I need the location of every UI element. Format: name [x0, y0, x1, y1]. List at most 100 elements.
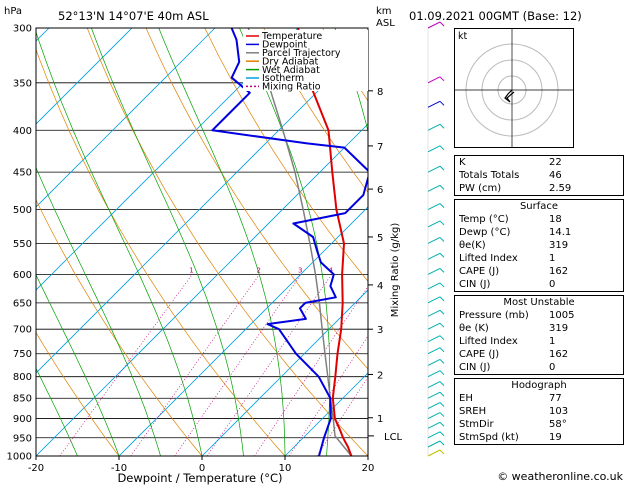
wind-barb [427, 347, 441, 355]
pressure-tick-label: 800 [13, 372, 32, 383]
wind-barb-flag [439, 449, 445, 455]
mixing-ratio-label: 6 [373, 266, 378, 274]
wind-barb-flag [439, 309, 445, 315]
wind-barb [427, 123, 441, 131]
wind-barb-flag [439, 123, 445, 129]
wind-barb-flag [439, 76, 445, 82]
dry-adiabat [36, 48, 286, 456]
wet-adiabat [36, 367, 78, 456]
wind-barb-flag [439, 185, 445, 190]
wind-barb-flag [439, 100, 445, 106]
index-row: Totals Totals 46 [455, 169, 623, 182]
index-row: CIN (J) 0 [455, 278, 623, 291]
mixing-ratio-line [174, 274, 302, 456]
wind-barb-flag [439, 440, 445, 446]
wind-barb [427, 381, 441, 389]
index-row: SREH 103 [455, 405, 623, 418]
km-tick-label: 6 [377, 185, 383, 196]
section-title: Surface [519, 201, 559, 212]
wind-barb-flag [439, 21, 445, 27]
wind-barb-flag [439, 282, 445, 288]
isotherm-line [201, 289, 368, 456]
index-row: Lifted Index 1 [455, 252, 623, 265]
index-row: Pressure (mb) 1005 [455, 309, 623, 322]
legend-item: Parcel Trajectory [262, 48, 341, 59]
wind-barb-flag [439, 421, 445, 427]
pressure-tick-label: 300 [13, 24, 32, 35]
pressure-tick-label: 750 [13, 349, 32, 360]
temp-tick-label: -20 [28, 463, 44, 474]
wind-barb [427, 184, 441, 192]
pressure-tick-label: 600 [13, 270, 32, 281]
km-tick-label: 8 [377, 87, 383, 98]
surface-section: Surface Temp (°C) 18 Dewp (°C) 14.1 θe(K) 319 L… [454, 199, 624, 292]
wet-adiabat [36, 30, 203, 456]
pressure-tick-label: 950 [13, 433, 32, 444]
index-value: 103 [549, 406, 569, 417]
index-value: 77 [549, 393, 562, 404]
wind-barb-flag [439, 252, 445, 258]
dry-adiabat [204, 28, 368, 282]
index-row: θe(K) 319 [455, 239, 623, 252]
mixing-ratio-line [59, 274, 193, 456]
index-row: PW (cm) 2.59 [455, 182, 623, 195]
index-value: 1005 [549, 310, 575, 321]
wind-barb [427, 335, 441, 343]
index-value: 2.59 [549, 183, 572, 194]
wind-barb [427, 421, 441, 429]
datetime-title: 01.09.2021 00GMT (Base: 12) [409, 9, 582, 23]
wind-barb [427, 296, 441, 304]
wind-barb-flag [439, 237, 445, 242]
index-value: 0 [549, 279, 556, 290]
wind-barb [427, 237, 441, 244]
wind-barb-flag [439, 203, 445, 208]
index-row: EH 77 [455, 392, 623, 405]
index-row: CAPE (J) 162 [455, 265, 623, 278]
index-label: θe (K) [459, 323, 489, 334]
temp-tick-label: 0 [199, 463, 205, 474]
wind-barb-flag [439, 381, 445, 386]
index-label: Pressure (mb) [459, 310, 529, 321]
legend-item: Dry Adiabat [262, 56, 319, 67]
dry-adiabat [36, 331, 120, 456]
wind-barb [427, 322, 441, 330]
index-label: CAPE (J) [459, 349, 500, 360]
index-value: 14.1 [549, 227, 572, 238]
wind-barb-flag [439, 431, 445, 437]
index-label: CIN (J) [459, 279, 491, 290]
isotherm-line [118, 206, 368, 456]
index-label: Dewp (°C) [459, 227, 511, 238]
dry-adiabat [86, 28, 368, 456]
index-label: K [459, 157, 466, 168]
indices-top-table: K 22 Totals Totals 46 PW (cm) 2.59 [454, 155, 624, 196]
mixing-ratio-line [206, 274, 332, 456]
km-tick-label: 1 [377, 414, 383, 425]
pressure-tick-label: 900 [13, 414, 32, 425]
mixing-ratio-label: 4 [329, 266, 334, 274]
index-row: θe (K) 319 [455, 322, 623, 335]
index-label: Temp (°C) [459, 214, 509, 225]
index-label: EH [459, 393, 473, 404]
index-label: θe(K) [459, 240, 486, 251]
km-tick-label: 2 [377, 370, 383, 381]
index-label: StmDir [459, 419, 494, 430]
hodograph: kt [454, 28, 574, 148]
wind-barb-flag [439, 402, 445, 407]
pressure-tick-label: 700 [13, 325, 32, 336]
index-row: CAPE (J) 162 [455, 348, 623, 361]
index-value: 18 [549, 214, 562, 225]
hodograph-section: Hodograph EH 77 SREH 103 StmDir 58° StmSpd (kt)… [454, 378, 624, 445]
mixing-ratio-axis-label: Mixing Ratio (g/kg) [390, 223, 401, 318]
wind-barb-flag [439, 322, 445, 328]
hodo-trace [504, 89, 515, 103]
km-tick-label: 4 [377, 281, 383, 292]
wet-adiabat [36, 274, 120, 456]
temp-tick-label: 20 [362, 463, 375, 474]
wind-barb-flag [439, 220, 445, 226]
profile-parcel-trajectory [247, 28, 352, 456]
wet-adiabat [36, 166, 161, 456]
wind-barb-flag [439, 359, 445, 364]
index-row: K 22 [455, 156, 623, 169]
index-value: 162 [549, 266, 569, 277]
